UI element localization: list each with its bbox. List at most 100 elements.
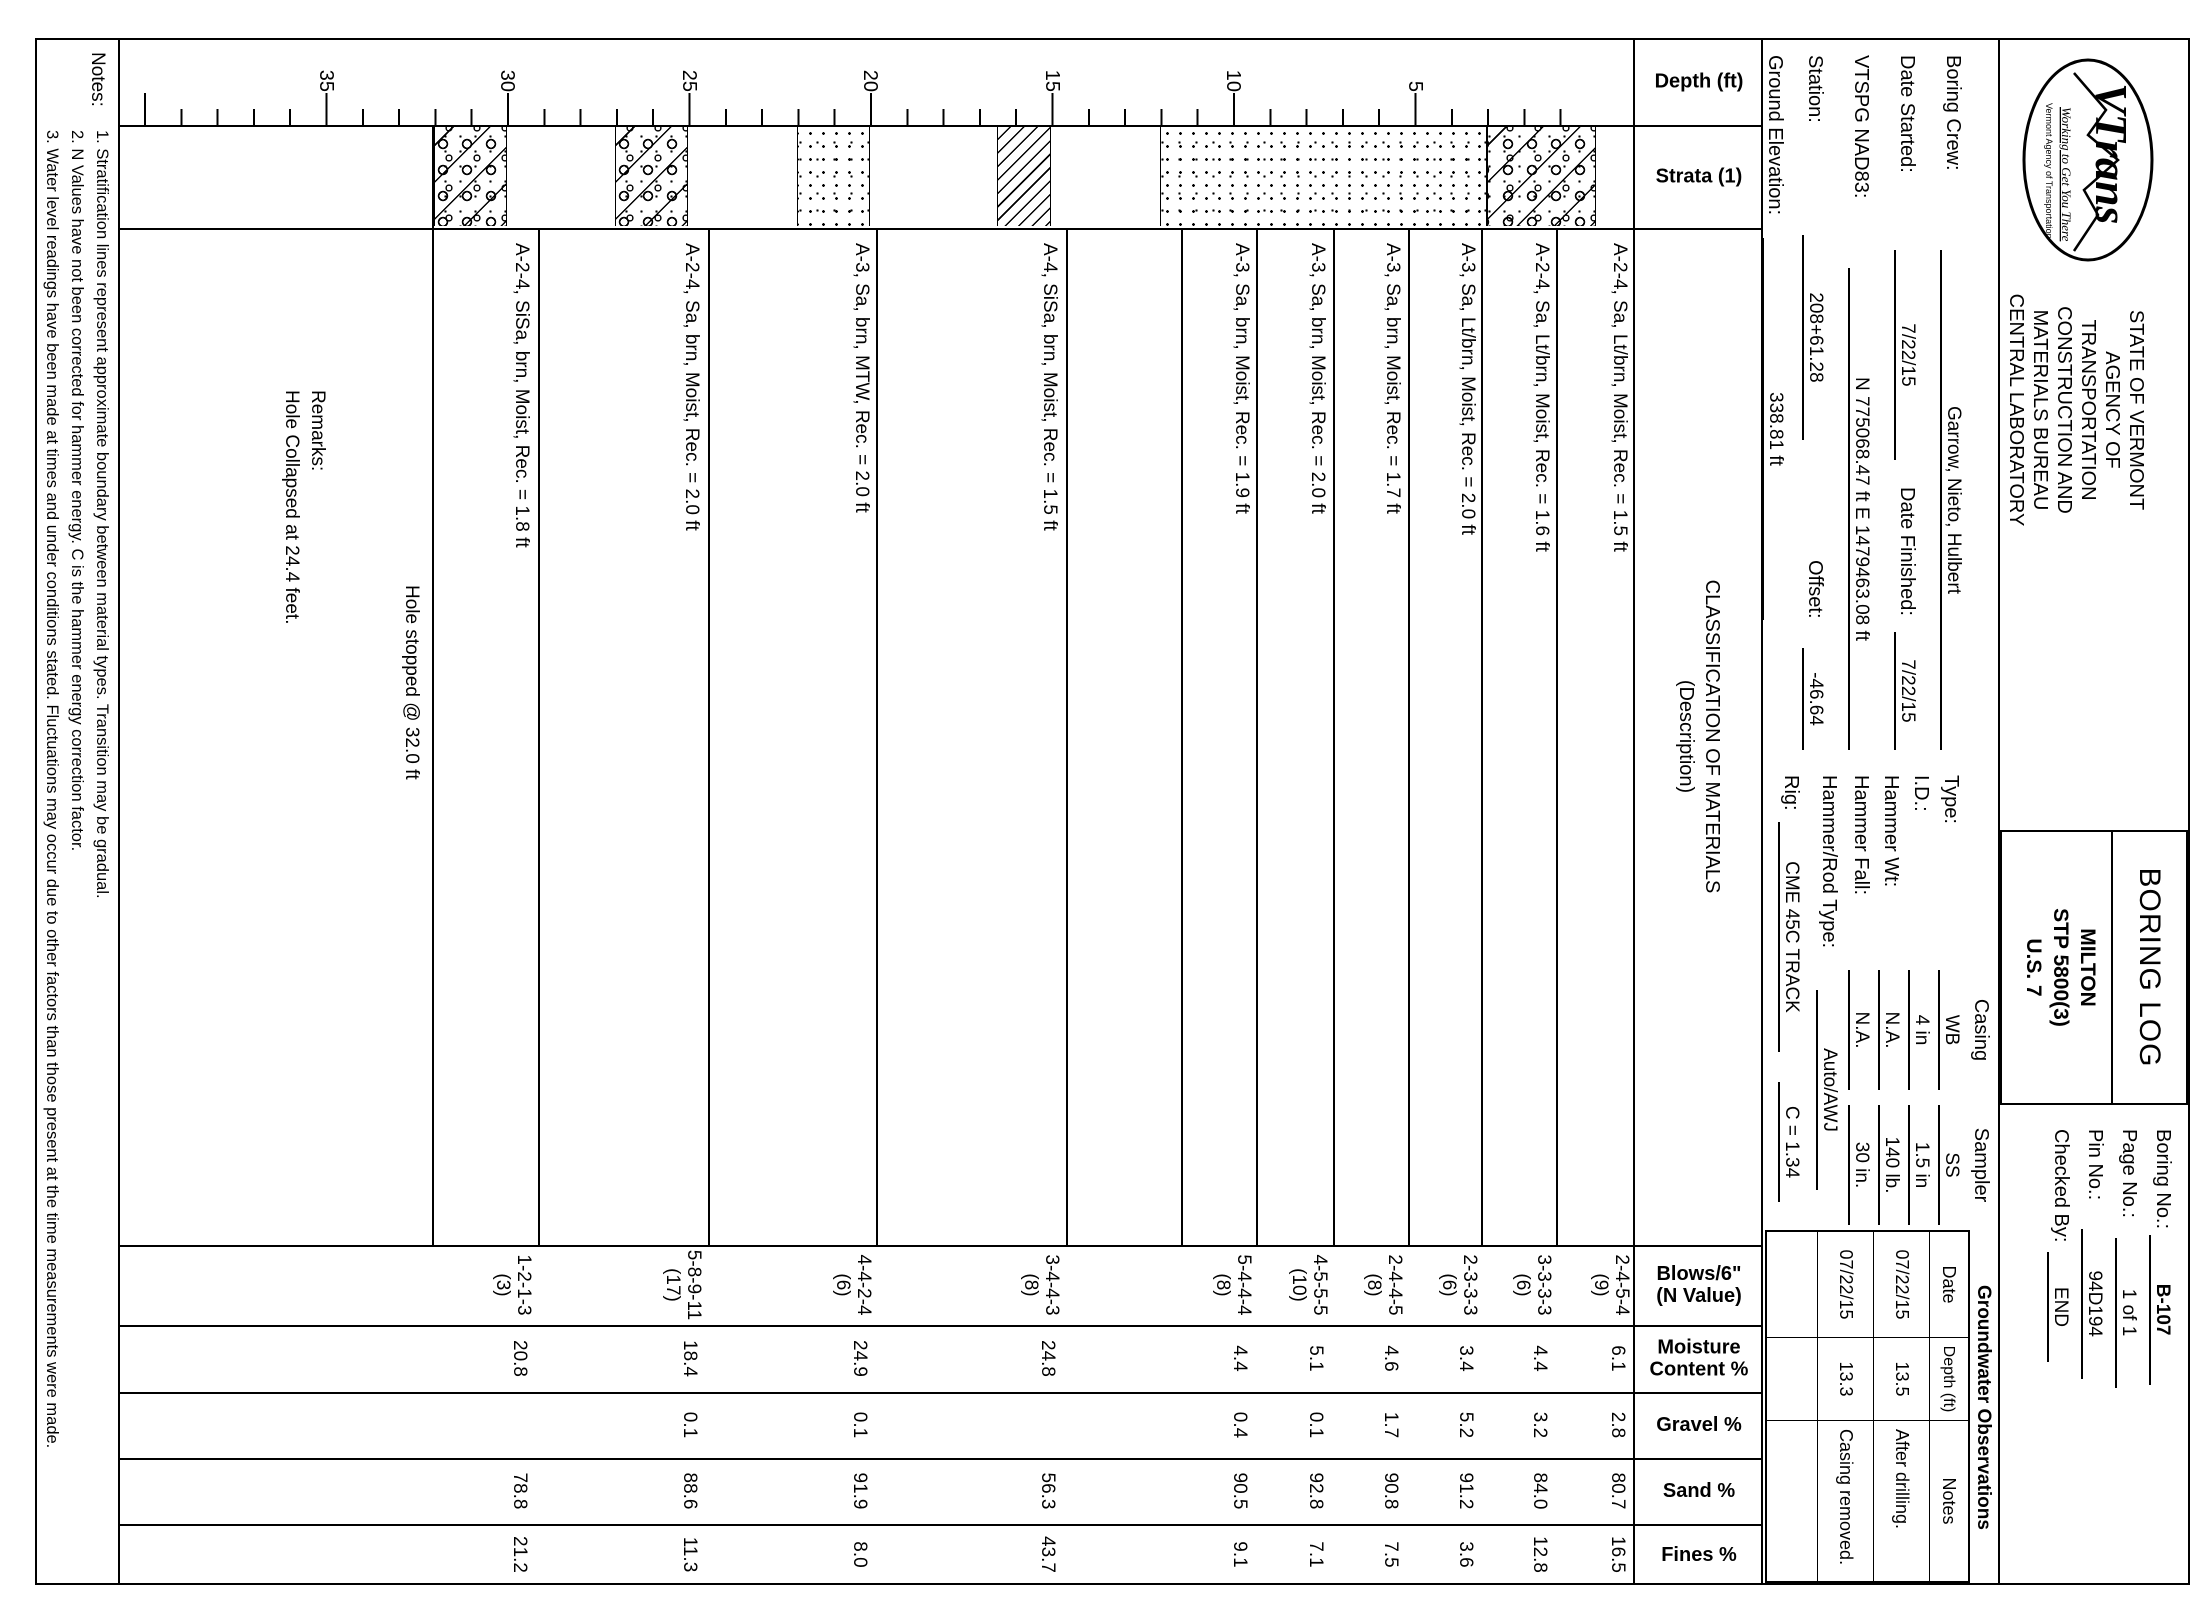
vtspg-label: VTSPG NAD83: [1850, 55, 1872, 199]
agency-line: MATERIALS BUREAU [2029, 309, 2051, 511]
rig-value: CME 45C TRACK [1778, 822, 1802, 1052]
sample-description: A-2-4, Sa, Lt/brn, Moist, Rec. = 1.6 ft [1531, 243, 1552, 552]
row-separator [708, 229, 710, 1245]
agency-line: CONSTRUCTION AND [2053, 306, 2075, 514]
svg-text:VTrans: VTrans [2086, 83, 2137, 224]
id-label: I.D.: [1910, 775, 1932, 812]
gw-depth: 13.5 [1874, 1338, 1929, 1421]
offset-label: Offset: [1804, 560, 1826, 619]
fines-cell: 8.0 [849, 1541, 870, 1568]
sample-description: A-4, SiSa, brn, Moist, Rec. = 1.5 ft [1039, 243, 1060, 531]
project-town: MILTON [2076, 928, 2099, 1007]
sample-description: A-2-4, Sa, Lt/brn, Moist, Rec. = 1.5 ft [1609, 243, 1630, 552]
id-sampler: 1.5 in [1908, 1105, 1932, 1225]
boring-crew-value: Garrow, Nieto, Hulbert [1940, 250, 1964, 750]
sand-cell: 78.8 [509, 1472, 530, 1510]
groundwater-table: Date Depth (ft) Notes 07/22/15 13.5 Afte… [1765, 1230, 1970, 1583]
depth-ticks-major [120, 93, 1596, 125]
blows-cell: 4-5-5-5 (10) [1288, 1254, 1330, 1316]
depth-label: 10 [1222, 69, 1244, 92]
col-header-depth: Depth (ft) [1654, 70, 1744, 93]
page-no-label: Page No.: [2118, 1129, 2140, 1218]
casing-header: Casing [1970, 998, 1992, 1062]
moisture-cell: 4.4 [1229, 1345, 1250, 1372]
sample-description: A-2-4, SiSa, brn, Moist, Rec. = 1.8 ft [511, 243, 532, 548]
logo-tagline: Working to Get You There [2059, 107, 2074, 242]
gw-notes: Casing removed. [1836, 1429, 1856, 1566]
project-number: STP 5800(3) [2049, 908, 2072, 1027]
gw-date: 07/22/15 [1818, 1232, 1873, 1338]
col-header-strata: Strata (1) [1655, 165, 1743, 188]
hammer-fall-sampler: 30 in. [1848, 1105, 1872, 1225]
fines-cell: 16.5 [1607, 1536, 1628, 1573]
note-item: 2. N Values have not been corrected for … [68, 130, 86, 852]
notes-divider [118, 38, 120, 1585]
blows-cell: 1-2-1-3 (3) [492, 1254, 534, 1316]
agency-block: STATE OF VERMONT AGENCY OF TRANSPORTATIO… [2004, 275, 2148, 545]
agency-line: AGENCY OF TRANSPORTATION [2077, 319, 2123, 501]
gw-row-empty [1765, 1232, 1817, 1581]
depth-label: 15 [1041, 69, 1063, 92]
gravel-cell: 3.2 [1529, 1411, 1550, 1439]
gravel-cell: 0.4 [1229, 1411, 1250, 1439]
gravel-cell: 1.7 [1380, 1411, 1401, 1439]
rod-type-value: Auto/AWJ [1816, 990, 1840, 1190]
pin-no-value: 94D194 [2081, 1228, 2105, 1379]
remarks-text: Hole Collapsed at 24.4 feet. [281, 390, 302, 625]
agency-line: STATE OF VERMONT [2125, 309, 2147, 511]
sand-cell: 88.6 [679, 1472, 700, 1510]
station-label: Station: [1804, 55, 1826, 123]
row-separator [538, 229, 540, 1245]
sample-description: A-2-4, Sa, brn, Moist, Rec. = 2.0 ft [681, 243, 702, 531]
hammer-fall-label: Hammer Fall: [1850, 775, 1872, 896]
date-started-value: 7/22/15 [1894, 250, 1918, 460]
row-separator [1066, 229, 1068, 1245]
fines-cell: 7.5 [1380, 1541, 1401, 1568]
fines-cell: 21.2 [509, 1536, 530, 1573]
date-finished-value: 7/22/15 [1894, 632, 1918, 750]
col-header-moisture: Moisture Content % [1649, 1336, 1749, 1381]
sample-description: A-3, Sa, brn, Moist, Rec. = 1.9 ft [1231, 243, 1252, 514]
pin-no-label: Pin No.: [2084, 1129, 2106, 1201]
sand-cell: 91.2 [1455, 1472, 1476, 1510]
checked-by-label: Checked By: [2050, 1129, 2072, 1243]
c-factor-value: C = 1.34 [1778, 1082, 1802, 1202]
date-finished-label: Date Finished: [1896, 487, 1918, 616]
note-item: 1. Stratification lines represent approx… [93, 130, 111, 899]
sand-cell: 56.3 [1037, 1472, 1058, 1510]
hole-bottom-line [432, 127, 434, 1245]
remarks-label: Remarks: [307, 390, 328, 472]
rig-label: Rig: [1780, 775, 1802, 811]
hole-stopped-note: Hole stopped @ 32.0 ft [401, 585, 422, 780]
col-border [120, 1325, 1763, 1327]
type-sampler: SS [1938, 1105, 1962, 1225]
row-separator [1556, 229, 1558, 1245]
strata-segment-silt [997, 127, 1051, 226]
sand-cell: 80.7 [1607, 1472, 1628, 1510]
strata-segment-gravelly-sand [434, 127, 507, 226]
project-route: U.S. 7 [2022, 938, 2045, 997]
hammer-fall-casing: N.A. [1848, 970, 1872, 1090]
id-box: Boring No.: B-107 Page No.: 1 of 1 Pin N… [2000, 1105, 2188, 1583]
hammer-wt-label: Hammer Wt: [1880, 775, 1902, 888]
checked-by-value: END [2047, 1251, 2071, 1362]
gw-col-notes: Notes [1939, 1477, 1960, 1525]
fines-cell: 12.8 [1529, 1536, 1550, 1573]
fines-cell: 11.3 [679, 1536, 700, 1573]
page-title: BORING LOG [2111, 832, 2186, 1103]
col-border [120, 228, 1763, 230]
depth-label: 20 [859, 69, 881, 92]
col-border [120, 1524, 1763, 1526]
blows-cell: 5-4-4-4 (8) [1212, 1254, 1254, 1316]
col-header-classification: CLASSIFICATION OF MATERIALS (Description… [1675, 579, 1723, 894]
blows-cell: 2-4-4-5 (8) [1363, 1254, 1405, 1316]
page-no-value: 1 of 1 [2115, 1237, 2139, 1388]
notes-list: 1. Stratification lines represent approx… [39, 130, 114, 1570]
station-value: 208+61.28 [1802, 235, 1826, 440]
header-divider-1 [1998, 38, 2000, 1585]
boring-no-value: B-107 [2149, 1234, 2173, 1385]
gravel-cell: 0.1 [849, 1411, 870, 1439]
gw-col-depth: Depth (ft) [1930, 1338, 1968, 1421]
id-casing: 4 in [1908, 970, 1932, 1090]
moisture-cell: 3.4 [1455, 1345, 1476, 1372]
